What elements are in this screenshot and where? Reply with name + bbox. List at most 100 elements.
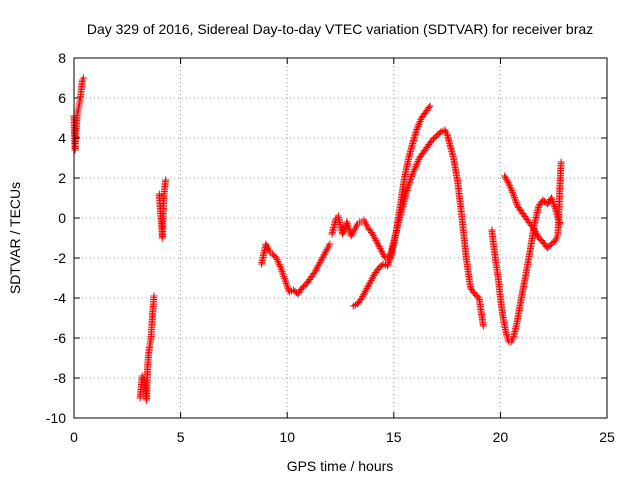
data-point: [387, 252, 395, 260]
data-point: [275, 261, 283, 269]
data-point: [512, 199, 520, 207]
data-point: [273, 256, 281, 264]
data-point: [367, 276, 375, 284]
y-tick-label: -10: [46, 410, 66, 426]
series-seg-f: [349, 102, 434, 310]
series-layer: [70, 74, 565, 404]
data-point: [383, 262, 391, 270]
data-point: [376, 244, 384, 252]
data-point: [378, 248, 386, 256]
data-point: [359, 292, 367, 300]
data-point: [503, 177, 511, 185]
data-point: [311, 268, 319, 276]
data-point: [361, 288, 369, 296]
data-point: [379, 249, 387, 257]
data-point: [363, 284, 371, 292]
data-point: [373, 238, 381, 246]
data-point: [508, 187, 516, 195]
data-point: [319, 252, 327, 260]
data-point: [279, 271, 287, 279]
data-point: [321, 249, 329, 257]
data-point: [320, 250, 328, 258]
y-tick-label: 2: [58, 170, 66, 186]
chart-title: Day 329 of 2016, Sidereal Day-to-day VTE…: [87, 21, 593, 37]
data-point: [386, 255, 394, 263]
data-point: [374, 240, 382, 248]
data-point: [280, 273, 288, 281]
data-point: [316, 258, 324, 266]
x-tick-label: 15: [386, 429, 402, 445]
data-point: [407, 174, 415, 182]
data-point: [384, 260, 392, 268]
data-point: [386, 253, 394, 261]
data-point: [366, 278, 374, 286]
data-point: [531, 228, 539, 236]
data-point: [413, 124, 421, 132]
y-axis-label: SDTVAR / TECUs: [7, 182, 23, 294]
data-point: [413, 161, 421, 169]
data-point: [313, 265, 321, 273]
data-point: [278, 267, 286, 275]
data-point: [317, 257, 325, 265]
data-point: [283, 281, 291, 289]
data-point: [510, 193, 518, 201]
data-point: [281, 276, 289, 284]
data-point: [385, 259, 393, 267]
data-point: [323, 246, 331, 254]
y-tick-label: -4: [54, 290, 67, 306]
data-point: [510, 192, 518, 200]
series-seg-d: [258, 240, 334, 298]
data-point: [512, 197, 520, 205]
data-point: [365, 281, 373, 289]
data-point: [362, 286, 370, 294]
data-point: [364, 283, 372, 291]
data-point: [426, 102, 434, 110]
data-point: [504, 178, 512, 186]
data-point: [511, 195, 519, 203]
data-point: [413, 159, 421, 167]
tick-layer: 0 5 10 15 20 25 -10 -8 -6 -4 -2 0 2 4 6 8: [46, 50, 615, 445]
data-point: [360, 291, 368, 299]
data-point: [408, 172, 416, 180]
data-point: [507, 185, 515, 193]
x-tick-label: 25: [599, 429, 615, 445]
data-point: [416, 117, 424, 125]
data-point: [312, 266, 320, 274]
data-point: [372, 236, 380, 244]
data-point: [277, 266, 285, 274]
data-point: [150, 292, 158, 300]
data-point: [318, 255, 326, 263]
data-point: [412, 162, 420, 170]
data-point: [414, 122, 422, 130]
data-point: [557, 158, 565, 166]
data-point: [502, 175, 510, 183]
data-point: [474, 293, 482, 301]
y-tick-label: 8: [58, 50, 66, 66]
data-point: [410, 166, 418, 174]
data-point: [501, 172, 509, 180]
data-point: [275, 259, 283, 267]
series-seg-h: [501, 158, 565, 252]
data-point: [385, 257, 393, 265]
data-point: [319, 254, 327, 262]
data-point: [276, 262, 284, 270]
data-point: [369, 232, 377, 240]
data-point: [533, 231, 541, 239]
data-point: [377, 246, 385, 254]
data-point: [358, 294, 366, 302]
data-point: [410, 167, 418, 175]
data-point: [326, 240, 334, 248]
data-point: [506, 183, 514, 191]
data-point: [508, 188, 516, 196]
data-point: [531, 226, 539, 234]
data-point: [313, 263, 321, 271]
data-point: [273, 254, 281, 262]
x-tick-label: 20: [493, 429, 509, 445]
data-point: [479, 322, 487, 330]
x-tick-label: 10: [279, 429, 295, 445]
data-point: [549, 199, 557, 207]
data-point: [360, 289, 368, 297]
data-point: [371, 235, 379, 243]
data-point: [415, 119, 423, 127]
